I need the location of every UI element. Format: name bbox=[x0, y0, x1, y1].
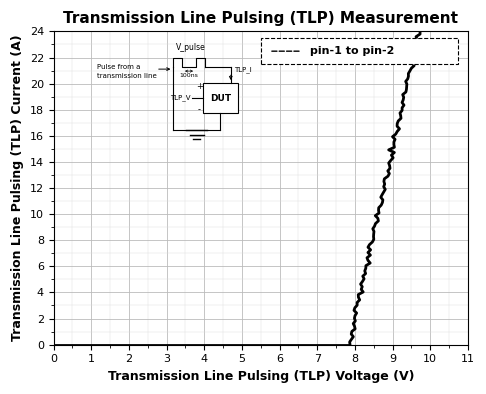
Text: pin-1 to pin-2: pin-1 to pin-2 bbox=[311, 47, 395, 57]
Title: Transmission Line Pulsing (TLP) Measurement: Transmission Line Pulsing (TLP) Measurem… bbox=[63, 11, 458, 26]
Bar bbox=[261, 38, 457, 64]
Text: pin-1 to pin-2: pin-1 to pin-2 bbox=[311, 46, 395, 56]
X-axis label: Transmission Line Pulsing (TLP) Voltage (V): Transmission Line Pulsing (TLP) Voltage … bbox=[107, 370, 414, 383]
Y-axis label: Transmission Line Pulsing (TLP) Current (A): Transmission Line Pulsing (TLP) Current … bbox=[11, 35, 24, 341]
